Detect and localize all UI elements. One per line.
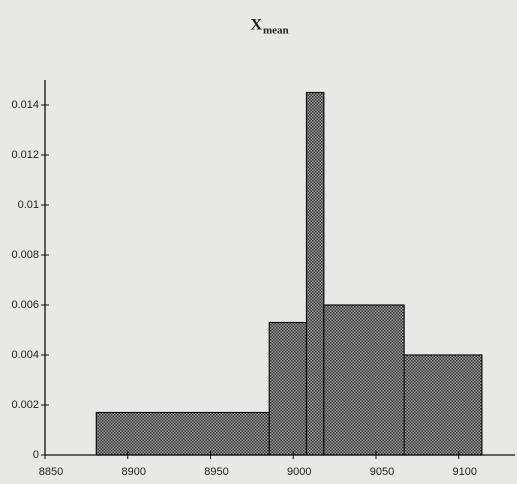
histogram-bar	[403, 354, 483, 456]
y-tick-label: 0.002	[11, 399, 39, 411]
y-tick-label: 0.004	[11, 349, 39, 361]
y-tick-label: 0.006	[11, 299, 39, 311]
x-tick-label: 9000	[287, 466, 311, 478]
chart-title: X	[250, 17, 262, 34]
histogram-bar	[305, 91, 325, 456]
x-tick-label: 8900	[122, 466, 146, 478]
y-tick-label: 0.014	[11, 99, 39, 111]
y-tick-label: 0	[33, 449, 39, 461]
x-tick-label: 8850	[39, 466, 63, 478]
histogram-bar	[323, 304, 405, 456]
histogram-bar	[95, 411, 270, 456]
y-tick-label: 0.01	[18, 199, 39, 211]
y-tick-label: 0.008	[11, 249, 39, 261]
x-tick-label: 8950	[204, 466, 228, 478]
x-tick-label: 9050	[370, 466, 394, 478]
x-tick-label: 9100	[452, 466, 476, 478]
y-tick-label: 0.012	[11, 149, 39, 161]
chart-title-subscript: mean	[263, 25, 289, 37]
histogram-bar	[268, 321, 308, 456]
